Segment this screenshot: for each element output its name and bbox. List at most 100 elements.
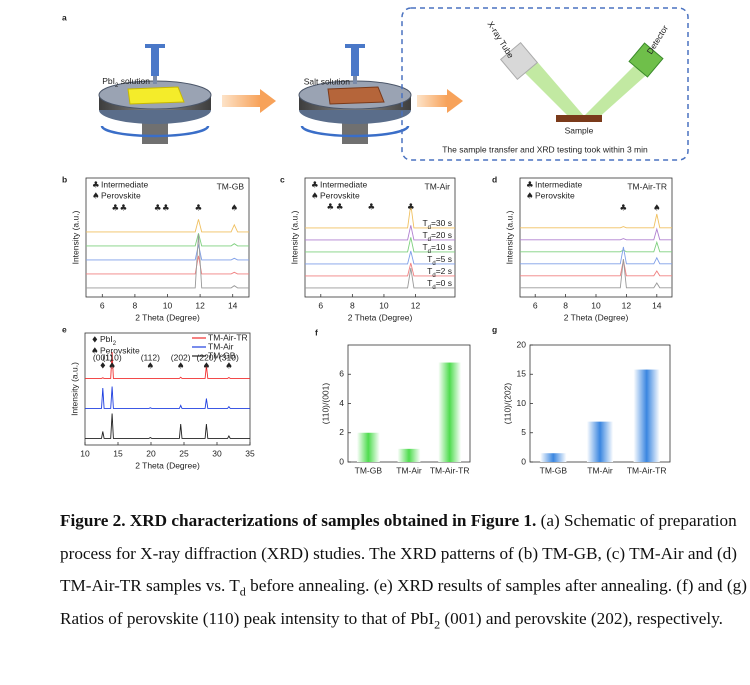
x-axis-label: 2 Theta (Degree) bbox=[348, 312, 413, 322]
peak-marker: ♣ bbox=[120, 204, 128, 214]
peak-marker: ♠ bbox=[177, 362, 185, 372]
x-tick-label: 10 bbox=[80, 448, 90, 458]
diffracted-beam bbox=[584, 60, 652, 120]
figure: a PbI2 solution Salt solution X-ray Tube Det… bbox=[62, 7, 689, 475]
series-label: Td=0 s bbox=[427, 278, 452, 290]
legend-symbol: ♠ bbox=[91, 347, 99, 357]
series-label: Td=20 s bbox=[422, 230, 452, 242]
x-tick-label: TM-GB bbox=[540, 465, 568, 475]
sample bbox=[556, 115, 602, 122]
syringe bbox=[151, 48, 159, 76]
pattern-line bbox=[520, 258, 672, 289]
film bbox=[127, 86, 185, 105]
spin-coater bbox=[298, 44, 412, 144]
tube-label: X-ray Tube bbox=[485, 19, 516, 60]
peak-marker: ♦ bbox=[99, 362, 107, 372]
y-tick-label: 20 bbox=[517, 339, 527, 349]
y-tick-label: 6 bbox=[339, 369, 344, 379]
x-tick-label: TM-Air-TR bbox=[430, 465, 470, 475]
pattern-line bbox=[86, 233, 249, 289]
bar bbox=[397, 448, 421, 462]
y-axis-label: (110)/(001) bbox=[320, 383, 330, 425]
legend-label: PbI2 bbox=[100, 334, 116, 346]
pattern-line bbox=[520, 246, 672, 265]
peak-marker: ♠ bbox=[108, 362, 116, 372]
x-tick-label: 14 bbox=[228, 300, 238, 310]
peak-annotation: (202) bbox=[171, 352, 191, 362]
legend-label: Intermediate bbox=[101, 179, 149, 189]
y-axis-label: Intensity (a.u.) bbox=[289, 210, 299, 264]
series-label-part: =30 s bbox=[431, 218, 452, 228]
x-tick-label: 20 bbox=[146, 448, 156, 458]
pattern-line bbox=[305, 250, 455, 265]
x-tick-label: 12 bbox=[195, 300, 205, 310]
plot-frame bbox=[84, 332, 251, 446]
pattern-line bbox=[520, 213, 672, 229]
y-axis-label: Intensity (a.u.) bbox=[504, 210, 514, 264]
caption-run: d bbox=[239, 584, 246, 599]
series-label-part: d bbox=[428, 237, 431, 243]
series-label-part: d bbox=[432, 261, 435, 267]
solution-label-part: PbI bbox=[102, 76, 115, 86]
pattern-line bbox=[86, 219, 249, 233]
series-label-part: =20 s bbox=[431, 230, 452, 240]
panel-label: c bbox=[280, 174, 285, 184]
series-label-part: d bbox=[432, 285, 435, 291]
detector bbox=[628, 42, 664, 78]
peak-annotation: (110) bbox=[102, 352, 121, 362]
arrow-head bbox=[260, 89, 276, 113]
peak-annotation: (220) bbox=[197, 352, 217, 362]
pattern-line bbox=[305, 225, 455, 241]
panel-label: a bbox=[62, 12, 67, 22]
pattern-line bbox=[86, 244, 249, 261]
series-label-part: =5 s bbox=[436, 254, 452, 264]
y-axis-label: (110)/(202) bbox=[502, 383, 512, 425]
detector-label: Detector bbox=[645, 23, 671, 56]
peak-annotation: (112) bbox=[141, 352, 160, 362]
peak-marker: ♠ bbox=[231, 204, 239, 214]
y-tick-label: 15 bbox=[517, 369, 527, 379]
pattern-line bbox=[85, 351, 250, 379]
x-tick-label: 12 bbox=[411, 300, 421, 310]
peak-marker: ♣ bbox=[154, 204, 162, 214]
caption-run: before annealing. (e) XRD results of sam… bbox=[60, 576, 747, 628]
bar bbox=[540, 453, 567, 462]
needle bbox=[353, 76, 357, 84]
legend-label: TM-GB bbox=[208, 350, 236, 360]
legend-symbol: ♦ bbox=[91, 336, 99, 346]
x-tick-label: 35 bbox=[245, 448, 255, 458]
x-tick-label: TM-Air bbox=[396, 465, 422, 475]
legend-symbol: ♣ bbox=[311, 181, 319, 191]
x-tick-label: 8 bbox=[350, 300, 355, 310]
x-axis-label: 2 Theta (Degree) bbox=[135, 460, 200, 470]
series-label-part: T bbox=[422, 218, 427, 228]
x-tick-label: 14 bbox=[652, 300, 662, 310]
pattern-line bbox=[305, 267, 455, 289]
series-label: Td=2 s bbox=[427, 266, 452, 278]
solution-label-part: 2 bbox=[115, 83, 118, 89]
panel-label: e bbox=[62, 324, 67, 334]
arrow-head bbox=[447, 89, 463, 113]
series-label-part: T bbox=[422, 230, 427, 240]
needle bbox=[153, 76, 157, 84]
bar bbox=[356, 432, 380, 462]
peak-marker: ♣ bbox=[112, 204, 120, 214]
solution-label: PbI2 solution bbox=[102, 76, 150, 88]
sample-label: Sample bbox=[565, 125, 594, 135]
x-tick-label: 10 bbox=[591, 300, 601, 310]
bar bbox=[438, 362, 462, 462]
pattern-line bbox=[86, 233, 249, 247]
pattern-line bbox=[305, 262, 455, 277]
x-tick-label: 30 bbox=[212, 448, 222, 458]
peak-marker: ♣ bbox=[195, 204, 203, 214]
peak-marker: ♠ bbox=[225, 362, 233, 372]
x-axis-label: 2 Theta (Degree) bbox=[564, 312, 629, 322]
x-tick-label: 12 bbox=[622, 300, 632, 310]
y-tick-label: 5 bbox=[521, 427, 526, 437]
solution-label: Salt solution bbox=[304, 76, 351, 86]
y-tick-label: 2 bbox=[339, 427, 344, 437]
panel-label: f bbox=[315, 327, 318, 337]
pattern-line bbox=[520, 240, 672, 253]
legend-label: Perovskite bbox=[101, 190, 141, 200]
